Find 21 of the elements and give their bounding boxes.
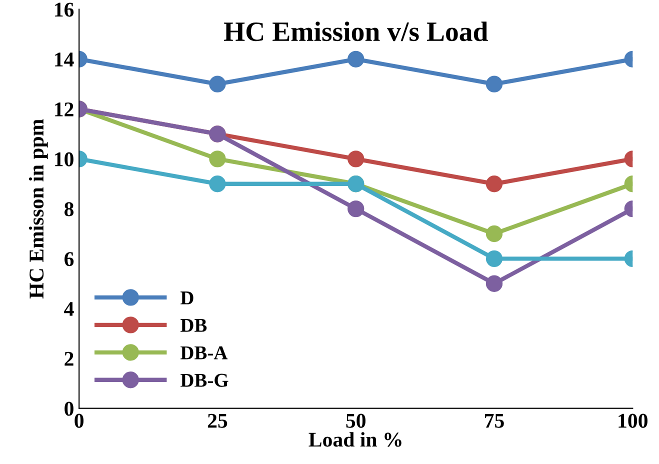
y-tick-label: 10 (55, 152, 74, 166)
y-tick-label: 0 (64, 402, 74, 416)
y-tick-label: 2 (64, 352, 74, 366)
legend-label: D (180, 292, 194, 304)
y-axis-title: HC Emisson in ppm (28, 119, 48, 298)
y-tick-label: 12 (55, 102, 74, 116)
y-tick-label: 6 (64, 252, 74, 266)
legend-label: DB-G (180, 374, 228, 387)
x-tick-label: 25 (208, 414, 228, 428)
legend-label: DB (180, 318, 207, 332)
chart-title: HC Emission v/s Load (224, 22, 488, 42)
legend-label: DB-A (180, 346, 228, 360)
y-tick-label: 16 (55, 2, 74, 17)
y-tick-label: 8 (64, 202, 74, 216)
x-tick-label: 100 (618, 414, 648, 428)
y-tick-label: 4 (64, 302, 74, 316)
x-tick-label: 50 (346, 414, 366, 428)
x-axis-title: Load in % (308, 432, 402, 447)
x-tick-label: 0 (74, 414, 84, 428)
x-tick-label: 75 (485, 414, 504, 428)
y-tick-label: 14 (55, 52, 74, 66)
